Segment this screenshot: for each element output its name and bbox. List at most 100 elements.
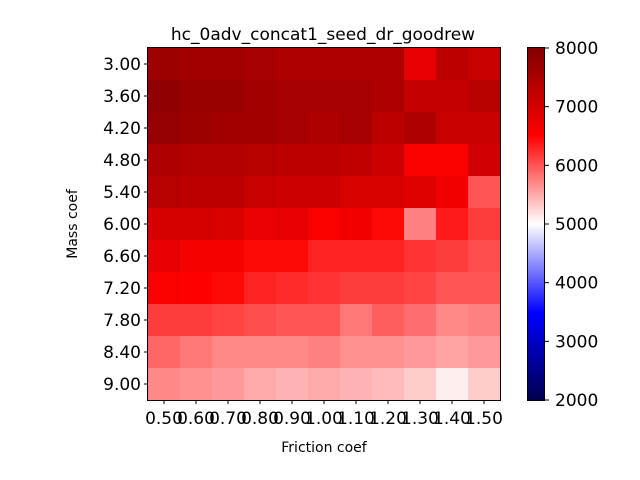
heatmap-cell bbox=[340, 304, 373, 337]
heatmap-cell bbox=[340, 208, 373, 241]
heatmap-cell bbox=[212, 144, 245, 177]
heatmap-cell bbox=[276, 368, 309, 401]
colorbar bbox=[527, 47, 545, 401]
heatmap-cell bbox=[308, 272, 341, 305]
heatmap-cell bbox=[148, 80, 181, 113]
heatmap-cell bbox=[436, 112, 469, 145]
y-tick-label: 4.20 bbox=[103, 119, 141, 139]
heatmap-cell bbox=[468, 304, 501, 337]
heatmap-cell bbox=[276, 80, 309, 113]
heatmap-cell bbox=[340, 272, 373, 305]
heatmap-cell bbox=[340, 240, 373, 273]
heatmap-cell bbox=[308, 144, 341, 177]
heatmap-cell bbox=[372, 80, 405, 113]
heatmap-cell bbox=[436, 80, 469, 113]
heatmap-cell bbox=[372, 48, 405, 81]
y-tick-label: 8.40 bbox=[103, 343, 141, 363]
heatmap-cell bbox=[148, 176, 181, 209]
y-axis-ticks: 3.00 3.60 4.20 4.80 5.40 6.00 6.60 7.20 7.80 8.40… bbox=[103, 55, 148, 395]
y-tick-label: 7.20 bbox=[103, 279, 141, 299]
colorbar-tick-label: 5000 bbox=[555, 215, 598, 235]
y-tick-label: 5.40 bbox=[103, 183, 141, 203]
heatmap-cell bbox=[436, 48, 469, 81]
heatmap-cell bbox=[468, 80, 501, 113]
heatmap-cell bbox=[308, 80, 341, 113]
heatmap-cell bbox=[372, 144, 405, 177]
colorbar-tick-label: 3000 bbox=[555, 332, 598, 352]
colorbar-ticks: 2000 3000 4000 5000 6000 7000 8000 bbox=[545, 39, 598, 411]
heatmap-cell bbox=[340, 336, 373, 369]
y-tick-label: 3.60 bbox=[103, 87, 141, 107]
heatmap-cell bbox=[308, 240, 341, 273]
heatmap-cell bbox=[404, 176, 437, 209]
heatmap-cell bbox=[340, 176, 373, 209]
heatmap-cell bbox=[404, 368, 437, 401]
heatmap-cell bbox=[212, 368, 245, 401]
heatmap-cell bbox=[404, 272, 437, 305]
heatmap-cell bbox=[308, 304, 341, 337]
x-tick-label: 0.80 bbox=[241, 409, 279, 429]
heatmap-cells bbox=[148, 48, 501, 401]
heatmap-cell bbox=[244, 144, 277, 177]
heatmap-cell bbox=[212, 80, 245, 113]
heatmap-cell bbox=[148, 304, 181, 337]
colorbar-tick-label: 2000 bbox=[555, 391, 598, 411]
heatmap-cell bbox=[276, 48, 309, 81]
heatmap-cell bbox=[212, 208, 245, 241]
heatmap-cell bbox=[372, 304, 405, 337]
heatmap-cell bbox=[404, 112, 437, 145]
colorbar-tick-label: 7000 bbox=[555, 98, 598, 118]
heatmap-cell bbox=[244, 240, 277, 273]
colorbar-tick-label: 8000 bbox=[555, 39, 598, 59]
y-tick-label: 4.80 bbox=[103, 151, 141, 171]
heatmap-cell bbox=[148, 240, 181, 273]
heatmap-cell bbox=[148, 48, 181, 81]
heatmap-cell bbox=[436, 368, 469, 401]
heatmap-cell bbox=[244, 176, 277, 209]
heatmap-cell bbox=[276, 144, 309, 177]
heatmap-cell bbox=[468, 112, 501, 145]
heatmap-cell bbox=[180, 112, 213, 145]
x-tick-label: 0.90 bbox=[273, 409, 311, 429]
heatmap-cell bbox=[212, 272, 245, 305]
heatmap-cell bbox=[148, 368, 181, 401]
heatmap-cell bbox=[404, 144, 437, 177]
heatmap-cell bbox=[404, 48, 437, 81]
heatmap-cell bbox=[148, 336, 181, 369]
x-tick-label: 1.40 bbox=[433, 409, 471, 429]
heatmap-cell bbox=[372, 176, 405, 209]
heatmap-cell bbox=[276, 208, 309, 241]
y-tick-label: 9.00 bbox=[103, 375, 141, 395]
heatmap-cell bbox=[468, 272, 501, 305]
heatmap-cell bbox=[212, 48, 245, 81]
heatmap-cell bbox=[436, 176, 469, 209]
heatmap-cell bbox=[340, 48, 373, 81]
heatmap-cell bbox=[148, 208, 181, 241]
colorbar-tick-label: 4000 bbox=[555, 274, 598, 294]
heatmap-cell bbox=[276, 272, 309, 305]
heatmap-cell bbox=[340, 80, 373, 113]
heatmap-cell bbox=[308, 336, 341, 369]
heatmap-cell bbox=[244, 208, 277, 241]
heatmap-cell bbox=[180, 144, 213, 177]
heatmap-cell bbox=[244, 304, 277, 337]
heatmap-cell bbox=[372, 272, 405, 305]
heatmap-cell bbox=[308, 176, 341, 209]
heatmap-cell bbox=[308, 112, 341, 145]
heatmap-cell bbox=[180, 272, 213, 305]
y-axis-label: Mass coef bbox=[65, 188, 81, 259]
heatmap-cell bbox=[212, 176, 245, 209]
heatmap-cell bbox=[244, 80, 277, 113]
heatmap-cell bbox=[372, 112, 405, 145]
heatmap-cell bbox=[372, 336, 405, 369]
heatmap-cell bbox=[340, 144, 373, 177]
heatmap-cell bbox=[468, 336, 501, 369]
heatmap-cell bbox=[244, 336, 277, 369]
heatmap-cell bbox=[244, 272, 277, 305]
heatmap-cell bbox=[308, 368, 341, 401]
heatmap-cell bbox=[212, 240, 245, 273]
x-tick-label: 1.30 bbox=[401, 409, 439, 429]
heatmap-cell bbox=[468, 240, 501, 273]
colorbar-tick-label: 6000 bbox=[555, 156, 598, 176]
heatmap-cell bbox=[436, 208, 469, 241]
